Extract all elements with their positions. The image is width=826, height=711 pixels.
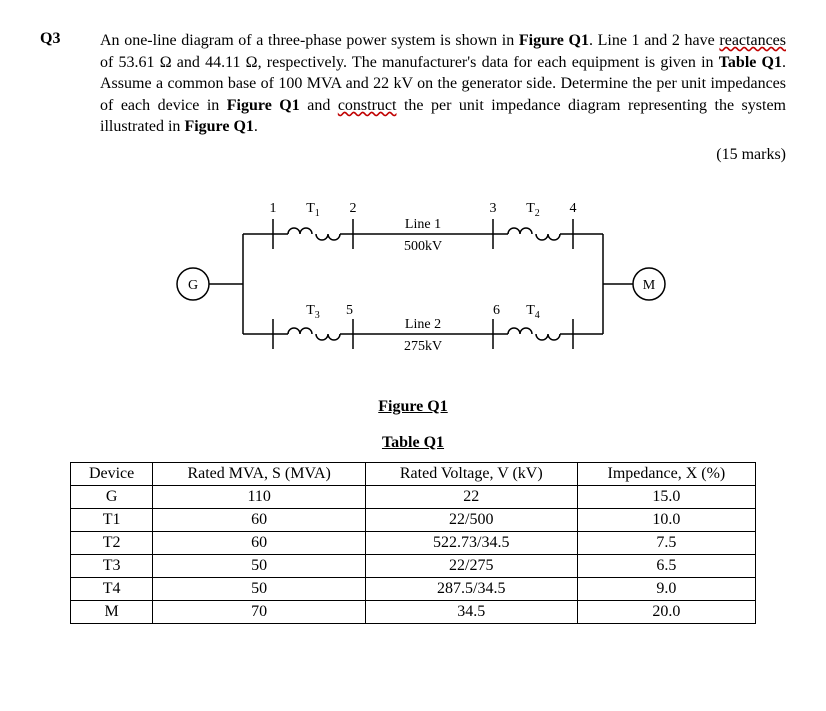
cell: 15.0 (577, 485, 756, 508)
cell: 20.0 (577, 600, 756, 623)
cell: 22/500 (365, 508, 577, 531)
one-line-diagram: G M 1 2 3 4 5 6 T1 T2 T3 T4 Line 1 500kV… (153, 184, 673, 384)
cell: 60 (153, 508, 366, 531)
label-T1: T1 (306, 201, 320, 219)
question-row: Q3 An one-line diagram of a three-phase … (40, 30, 786, 166)
cell: 22 (365, 485, 577, 508)
cell: T2 (70, 531, 153, 554)
qt-p3: of 53.61 Ω and 44.11 Ω, respectively. Th… (100, 54, 719, 71)
cell: M (70, 600, 153, 623)
col-mva: Rated MVA, S (MVA) (153, 462, 366, 485)
cell: 50 (153, 577, 366, 600)
question-number: Q3 (40, 30, 100, 48)
figure-caption: Figure Q1 (40, 398, 786, 416)
figure-wrap: G M 1 2 3 4 5 6 T1 T2 T3 T4 Line 1 500kV… (40, 184, 786, 384)
line1-label: Line 1 (405, 217, 441, 232)
qt-b1: Figure Q1 (519, 32, 589, 49)
cell: 50 (153, 554, 366, 577)
node-3: 3 (490, 201, 497, 216)
cell: G (70, 485, 153, 508)
cell: 287.5/34.5 (365, 577, 577, 600)
label-M: M (643, 278, 656, 293)
cell: 6.5 (577, 554, 756, 577)
col-device: Device (70, 462, 153, 485)
node-5: 5 (346, 303, 353, 318)
line2-label: Line 2 (405, 317, 441, 332)
qt-p2: . Line 1 and 2 have (589, 32, 719, 49)
marks-label: (15 marks) (100, 144, 786, 166)
node-4: 4 (570, 201, 577, 216)
cell: 7.5 (577, 531, 756, 554)
table-row: T2 60 522.73/34.5 7.5 (70, 531, 755, 554)
table-row: M 70 34.5 20.0 (70, 600, 755, 623)
cell: 10.0 (577, 508, 756, 531)
cell: 34.5 (365, 600, 577, 623)
col-impedance: Impedance, X (%) (577, 462, 756, 485)
label-T2: T2 (526, 201, 540, 219)
table-row: T3 50 22/275 6.5 (70, 554, 755, 577)
qt-w1: reactances (719, 32, 786, 49)
node-6: 6 (493, 303, 500, 318)
qt-w2: construct (338, 97, 397, 114)
data-table: Device Rated MVA, S (MVA) Rated Voltage,… (70, 462, 756, 624)
line2-voltage: 275kV (404, 339, 442, 354)
qt-p5: and (300, 97, 338, 114)
table-row: T1 60 22/500 10.0 (70, 508, 755, 531)
cell: 60 (153, 531, 366, 554)
node-1: 1 (270, 201, 277, 216)
label-G: G (188, 278, 198, 293)
label-T3: T3 (306, 303, 320, 321)
cell: T3 (70, 554, 153, 577)
node-2: 2 (350, 201, 357, 216)
table-caption: Table Q1 (40, 434, 786, 452)
table-row: G 110 22 15.0 (70, 485, 755, 508)
qt-p7: . (254, 118, 258, 135)
cell: 22/275 (365, 554, 577, 577)
table-header-row: Device Rated MVA, S (MVA) Rated Voltage,… (70, 462, 755, 485)
label-T4: T4 (526, 303, 540, 321)
cell: 522.73/34.5 (365, 531, 577, 554)
line1-voltage: 500kV (404, 239, 442, 254)
cell: 70 (153, 600, 366, 623)
cell: T4 (70, 577, 153, 600)
question-text: An one-line diagram of a three-phase pow… (100, 30, 786, 166)
qt-p1: An one-line diagram of a three-phase pow… (100, 32, 519, 49)
cell: 9.0 (577, 577, 756, 600)
col-voltage: Rated Voltage, V (kV) (365, 462, 577, 485)
cell: T1 (70, 508, 153, 531)
table-row: T4 50 287.5/34.5 9.0 (70, 577, 755, 600)
qt-b2: Table Q1 (719, 54, 782, 71)
cell: 110 (153, 485, 366, 508)
qt-b3: Figure Q1 (227, 97, 300, 114)
qt-b4: Figure Q1 (184, 118, 253, 135)
